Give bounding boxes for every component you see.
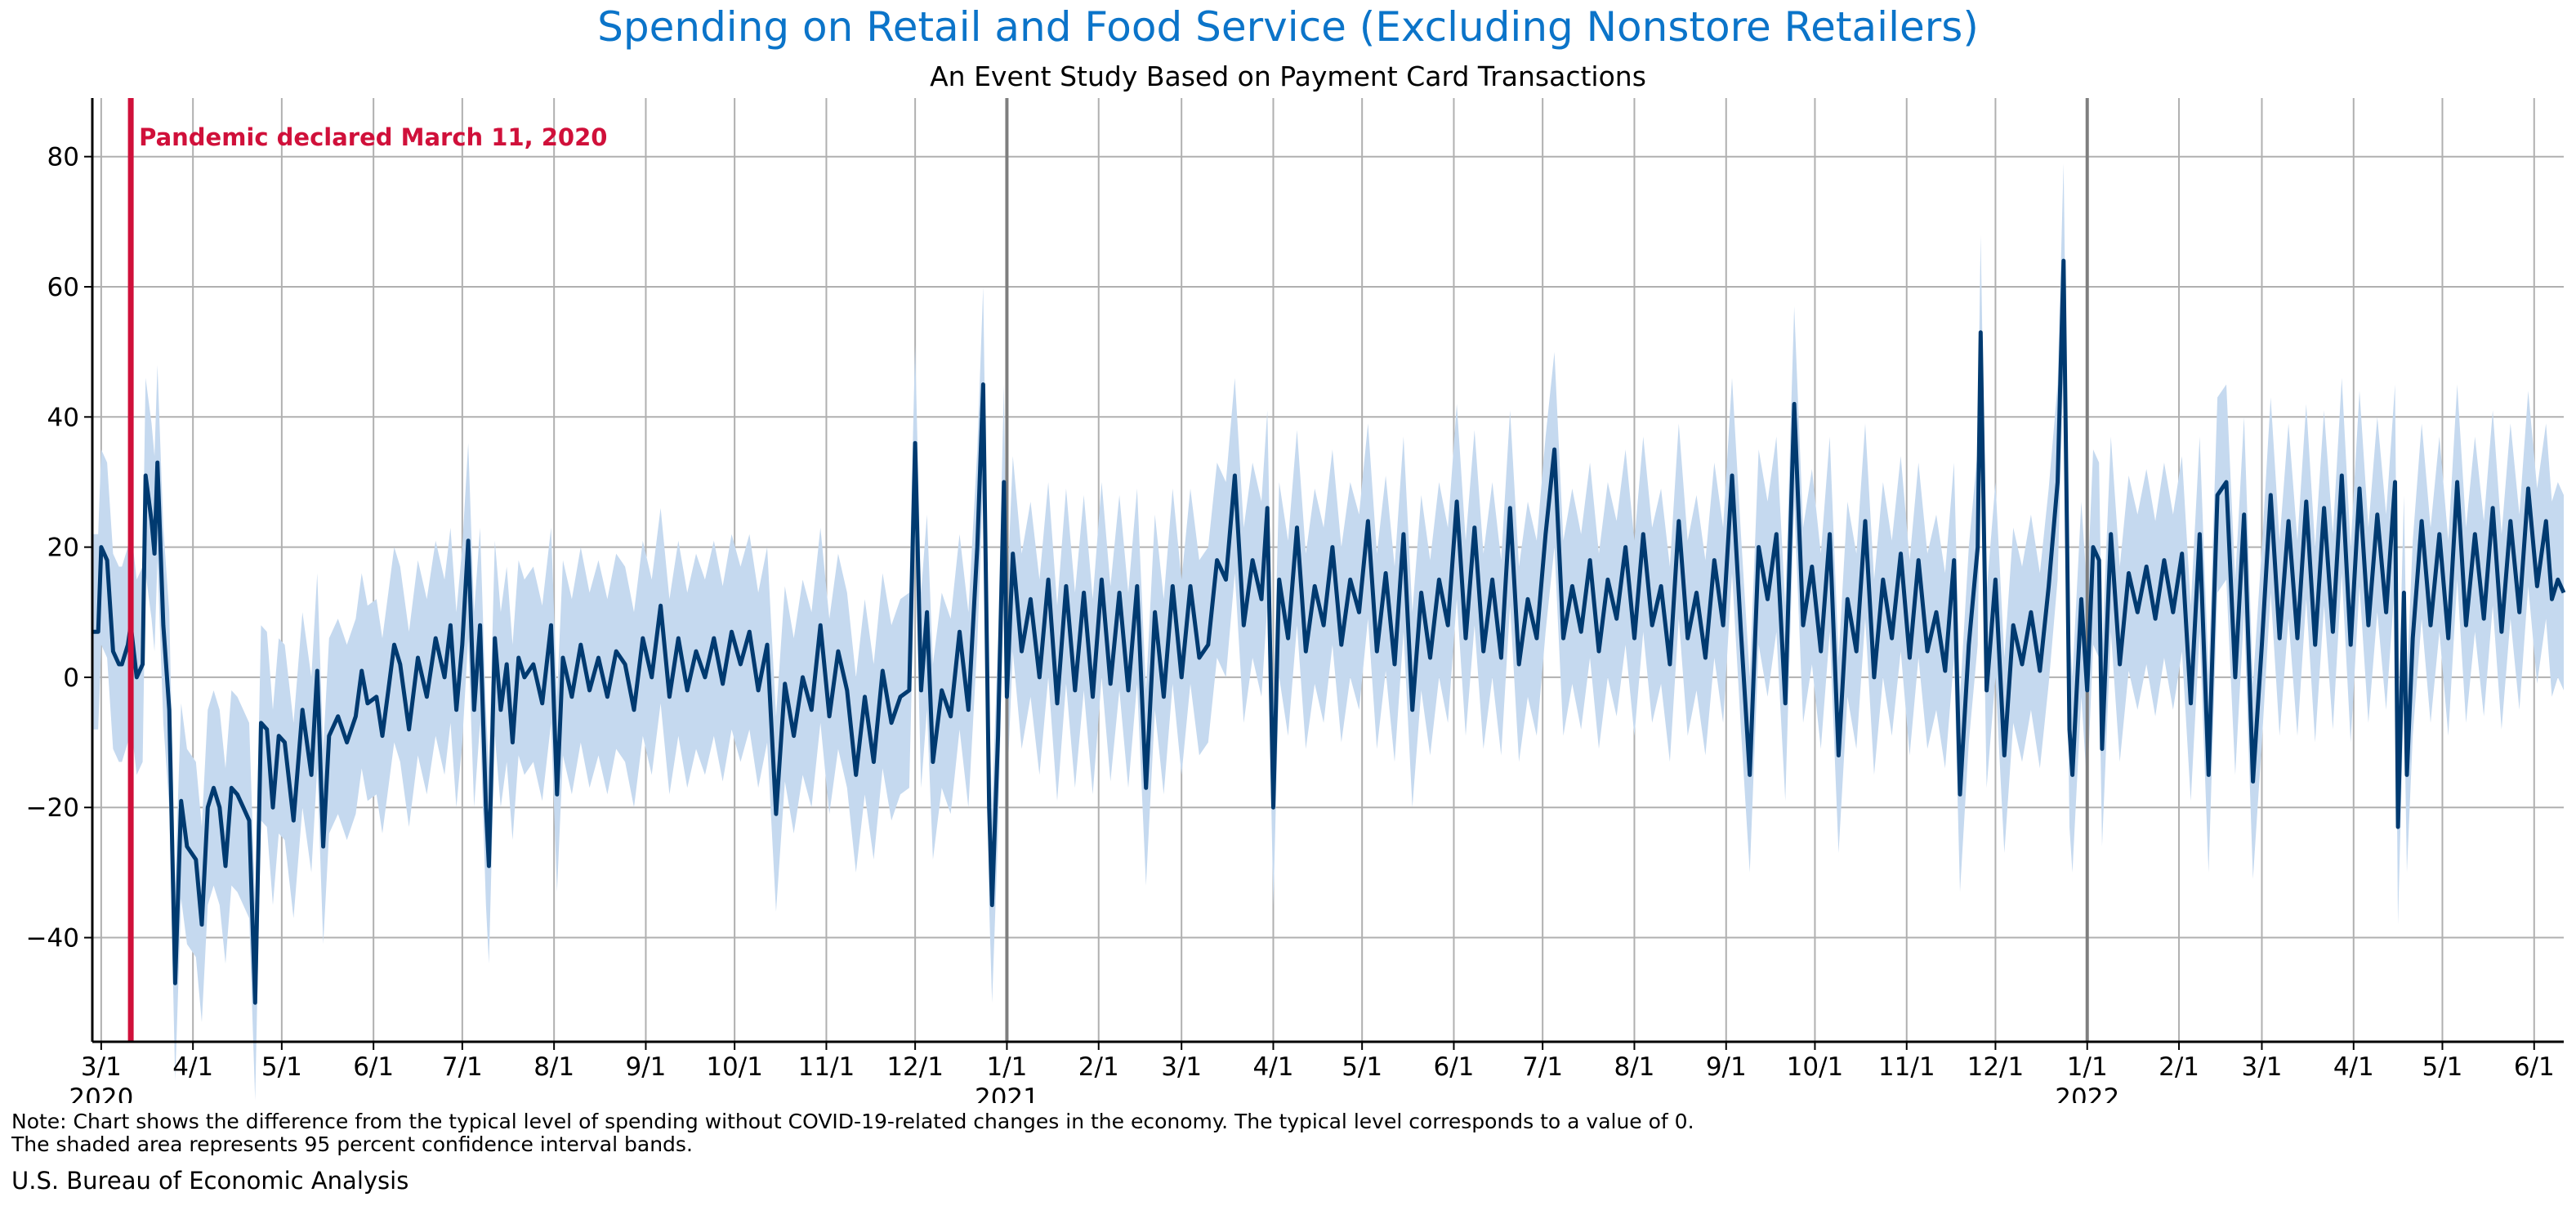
x-tick-label: 1/1 (2067, 1052, 2108, 1082)
x-tick-label: 12/1 (1967, 1052, 2025, 1082)
y-tick-label: 20 (47, 534, 79, 563)
y-tick-label: 0 (63, 663, 79, 693)
x-tick-label: 10/1 (1787, 1052, 1844, 1082)
chart-title: Spending on Retail and Food Service (Exc… (597, 3, 1979, 51)
spending-series-line (92, 258, 2566, 1005)
x-tick-label: 9/1 (1706, 1052, 1747, 1082)
x-year-label: 2020 (69, 1083, 133, 1103)
x-tick-label: 6/1 (2514, 1052, 2555, 1082)
y-tick-label: 40 (47, 403, 79, 432)
x-tick-label: 2/1 (1078, 1052, 1119, 1082)
x-tick-label: 11/1 (798, 1052, 855, 1082)
pandemic-event-label: Pandemic declared March 11, 2020 (139, 123, 607, 151)
x-tick-label: 6/1 (353, 1052, 394, 1082)
y-tick-label: 60 (47, 273, 79, 302)
x-tick-label: 8/1 (1614, 1052, 1655, 1082)
x-tick-label: 3/1 (2242, 1052, 2283, 1082)
x-tick-label: 7/1 (442, 1052, 483, 1082)
line-chart: Pandemic declared March 11, 2020 −40 −20 0 2… (26, 98, 2566, 1103)
x-year-label: 2021 (975, 1083, 1039, 1103)
x-tick-label: 12/1 (886, 1052, 944, 1082)
source-credit: U.S. Bureau of Economic Analysis (11, 1167, 409, 1195)
x-tick-label: 5/1 (2422, 1052, 2463, 1082)
chart-note-line-2: The shaded area represents 95 percent co… (11, 1132, 693, 1156)
y-tick-label: −40 (26, 924, 79, 954)
chart-note-line-1: Note: Chart shows the difference from th… (11, 1110, 1694, 1133)
x-tick-label: 6/1 (1434, 1052, 1475, 1082)
chart-subtitle: An Event Study Based on Payment Card Tra… (930, 60, 1646, 92)
y-tick-label: −20 (26, 793, 79, 823)
x-tick-label: 4/1 (1253, 1052, 1294, 1082)
x-tick-label: 2/1 (2159, 1052, 2199, 1082)
x-tick-label: 7/1 (1522, 1052, 1563, 1082)
x-year-label: 2022 (2055, 1083, 2119, 1103)
x-tick-label: 11/1 (1878, 1052, 1935, 1082)
confidence-band (92, 163, 2564, 1101)
x-tick-label: 4/1 (172, 1052, 213, 1082)
x-tick-label: 1/1 (986, 1052, 1027, 1082)
y-tick-label: 80 (47, 143, 79, 172)
x-tick-label: 5/1 (1342, 1052, 1382, 1082)
x-tick-label: 3/1 (81, 1052, 122, 1082)
x-tick-label: 8/1 (534, 1052, 574, 1082)
x-tick-label: 5/1 (261, 1052, 302, 1082)
x-tick-label: 3/1 (1161, 1052, 1202, 1082)
x-tick-label: 9/1 (626, 1052, 667, 1082)
x-tick-label: 4/1 (2333, 1052, 2374, 1082)
x-tick-label: 10/1 (706, 1052, 763, 1082)
